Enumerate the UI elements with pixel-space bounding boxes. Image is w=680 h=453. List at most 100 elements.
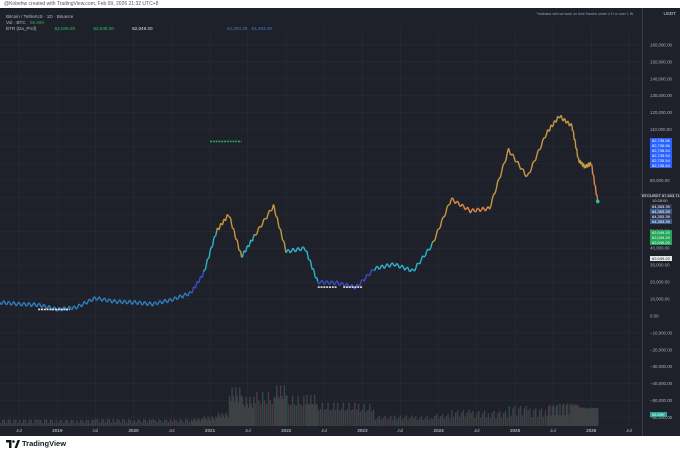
price-series-segment xyxy=(134,300,137,304)
price-series-segment xyxy=(570,123,573,127)
price-series-segment xyxy=(346,282,349,286)
volume-bar xyxy=(269,400,272,426)
price-series-segment xyxy=(491,194,495,199)
price-series-segment xyxy=(552,122,555,127)
volume-bar xyxy=(244,407,246,426)
volume-bar xyxy=(78,422,80,426)
chart-area[interactable]: −60,000.00 −50,000.00 −40,000.00 −30,000.00… xyxy=(0,8,680,436)
volume-bar xyxy=(218,415,221,426)
price-series-segment xyxy=(564,118,567,123)
price-series-segment xyxy=(206,258,209,260)
volume-bar xyxy=(464,416,467,426)
price-series-segment xyxy=(108,298,111,301)
volume-bar xyxy=(403,417,405,426)
price-series-segment xyxy=(23,302,27,307)
y-tick-label: −20,000.00 xyxy=(650,347,673,352)
volume-bar xyxy=(479,417,482,426)
price-series-segment xyxy=(333,282,337,286)
price-series-segment xyxy=(568,124,571,127)
price-series-segment xyxy=(550,124,553,127)
price-series-segment xyxy=(422,255,425,258)
tradingview-logo-icon xyxy=(6,440,20,448)
price-series-segment xyxy=(507,147,511,154)
volume-bar xyxy=(576,404,578,426)
price-chart[interactable]: −60,000.00 −50,000.00 −40,000.00 −30,000.00… xyxy=(0,8,680,436)
level-badge: 62,049.20 xyxy=(650,256,672,261)
volume-bar xyxy=(38,419,40,426)
currency-button[interactable]: USDT xyxy=(663,11,676,16)
volume-bar xyxy=(519,405,522,426)
volume-bar xyxy=(237,402,240,426)
price-series-segment xyxy=(238,249,241,252)
price-series-segment xyxy=(276,216,279,222)
price-series-segment xyxy=(499,170,503,178)
volume-bar xyxy=(500,417,503,426)
volume-bar xyxy=(468,409,470,426)
volume-bar xyxy=(215,416,217,426)
price-series-segment xyxy=(396,262,399,266)
price-series-segment xyxy=(386,263,390,267)
price-series-segment xyxy=(401,264,405,269)
level-badge: 62,049.20 xyxy=(650,240,672,245)
volume-bar xyxy=(495,417,497,426)
y-tick-label: 160,000.00 xyxy=(650,42,673,47)
volume-bar xyxy=(66,420,69,426)
price-series-segment xyxy=(495,181,499,189)
price-series-segment xyxy=(358,284,361,287)
volume-bar xyxy=(95,418,97,426)
volume-bar xyxy=(367,409,369,426)
volume-bar xyxy=(195,421,198,426)
price-series-segment xyxy=(533,159,536,162)
volume-bar xyxy=(588,408,591,426)
volume-bar xyxy=(355,409,358,426)
price-series-segment xyxy=(280,229,283,236)
price-series-segment xyxy=(312,268,315,272)
volume-bar xyxy=(315,403,317,426)
volume-bar xyxy=(321,402,324,426)
price-series-segment xyxy=(341,282,345,287)
price-series-segment xyxy=(413,267,417,272)
volume-bar xyxy=(5,423,8,426)
price-series-segment xyxy=(48,305,52,309)
volume-bar xyxy=(183,421,185,426)
x-tick-label: 2024 xyxy=(434,428,445,433)
volume-bar xyxy=(278,398,280,426)
volume-bar xyxy=(160,420,162,426)
volume-bar xyxy=(550,415,552,426)
price-series-segment xyxy=(90,300,93,303)
volume-bar xyxy=(11,422,13,426)
volume-bar xyxy=(70,419,72,426)
price-series-segment xyxy=(431,240,435,244)
level-badge: 62,049.20 xyxy=(650,235,672,240)
volume-bar xyxy=(460,412,463,426)
volume-bar xyxy=(236,395,238,426)
volume-bar xyxy=(122,419,124,426)
volume-bar xyxy=(466,412,468,426)
volume-bar xyxy=(458,416,461,426)
volume-bar xyxy=(156,422,158,426)
price-series-segment xyxy=(274,213,277,217)
price-series-segment xyxy=(154,301,158,305)
price-series-segment xyxy=(229,216,232,219)
volume-bar xyxy=(87,419,90,426)
volume-bar xyxy=(561,404,564,426)
volume-bar xyxy=(447,413,449,426)
price-series-segment xyxy=(221,219,225,225)
volume-bar xyxy=(20,423,23,426)
price-series-segment xyxy=(562,118,565,122)
y-tick-label: 120,000.00 xyxy=(650,110,673,115)
volume-bar xyxy=(192,421,194,426)
volume-bar xyxy=(350,410,352,426)
x-tick-label: 2026 xyxy=(586,428,597,433)
volume-bar xyxy=(363,403,365,426)
legend-vol-label: Vol · BTC xyxy=(6,20,26,25)
price-series-segment xyxy=(309,260,313,267)
last-price-badge: BTCUSDT 67,603.71 xyxy=(640,193,680,198)
price-series-segment xyxy=(381,264,384,267)
volume-bar xyxy=(393,415,396,426)
price-series-segment xyxy=(300,246,303,251)
volume-bar xyxy=(407,419,409,426)
volume-badge: 56.89K xyxy=(650,412,667,417)
price-series-segment xyxy=(283,243,287,250)
volume-bar xyxy=(112,418,114,426)
